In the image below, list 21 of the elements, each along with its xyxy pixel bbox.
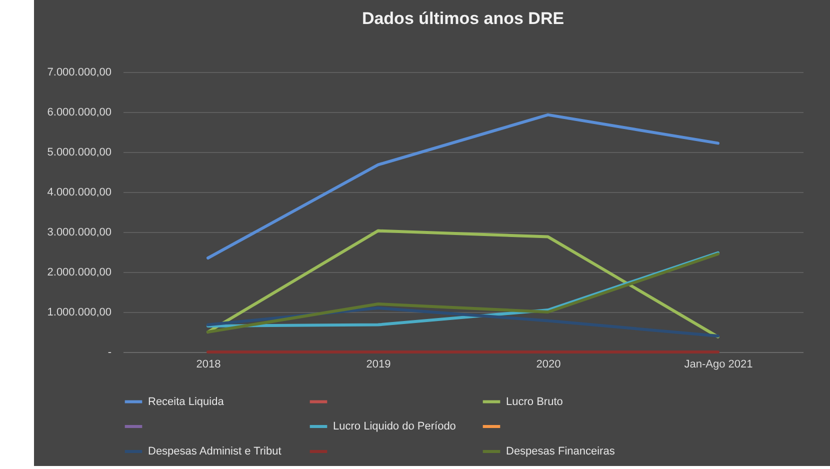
y-tick-label: 1.000.000,00: [47, 306, 112, 318]
y-tick-label: 4.000.000,00: [47, 186, 112, 198]
y-tick-label: 2.000.000,00: [47, 266, 112, 278]
line-series: [206, 306, 720, 338]
y-tick-label: 6.000.000,00: [47, 106, 112, 118]
legend-label: Despesas Administ e Tribut: [148, 446, 282, 458]
x-tick-label: 2018: [196, 358, 221, 370]
y-tick-label: -: [108, 346, 112, 358]
x-tick-label: 2020: [536, 358, 561, 370]
line-series: [206, 229, 720, 338]
chart-title: Dados últimos anos DRE: [362, 9, 564, 28]
legend-label: Lucro Bruto: [506, 396, 563, 408]
legend-label: Lucro Liquido do Período: [333, 420, 456, 432]
line-series: [206, 113, 720, 260]
x-tick-label: Jan-Ago 2021: [684, 358, 753, 370]
y-tick-label: 7.000.000,00: [47, 66, 112, 78]
x-tick-label: 2019: [366, 358, 391, 370]
legend-label: Receita Liquida: [148, 396, 225, 408]
y-tick-label: 5.000.000,00: [47, 146, 112, 158]
legend-label: Despesas Financeiras: [506, 446, 616, 458]
y-tick-label: 3.000.000,00: [47, 226, 112, 238]
